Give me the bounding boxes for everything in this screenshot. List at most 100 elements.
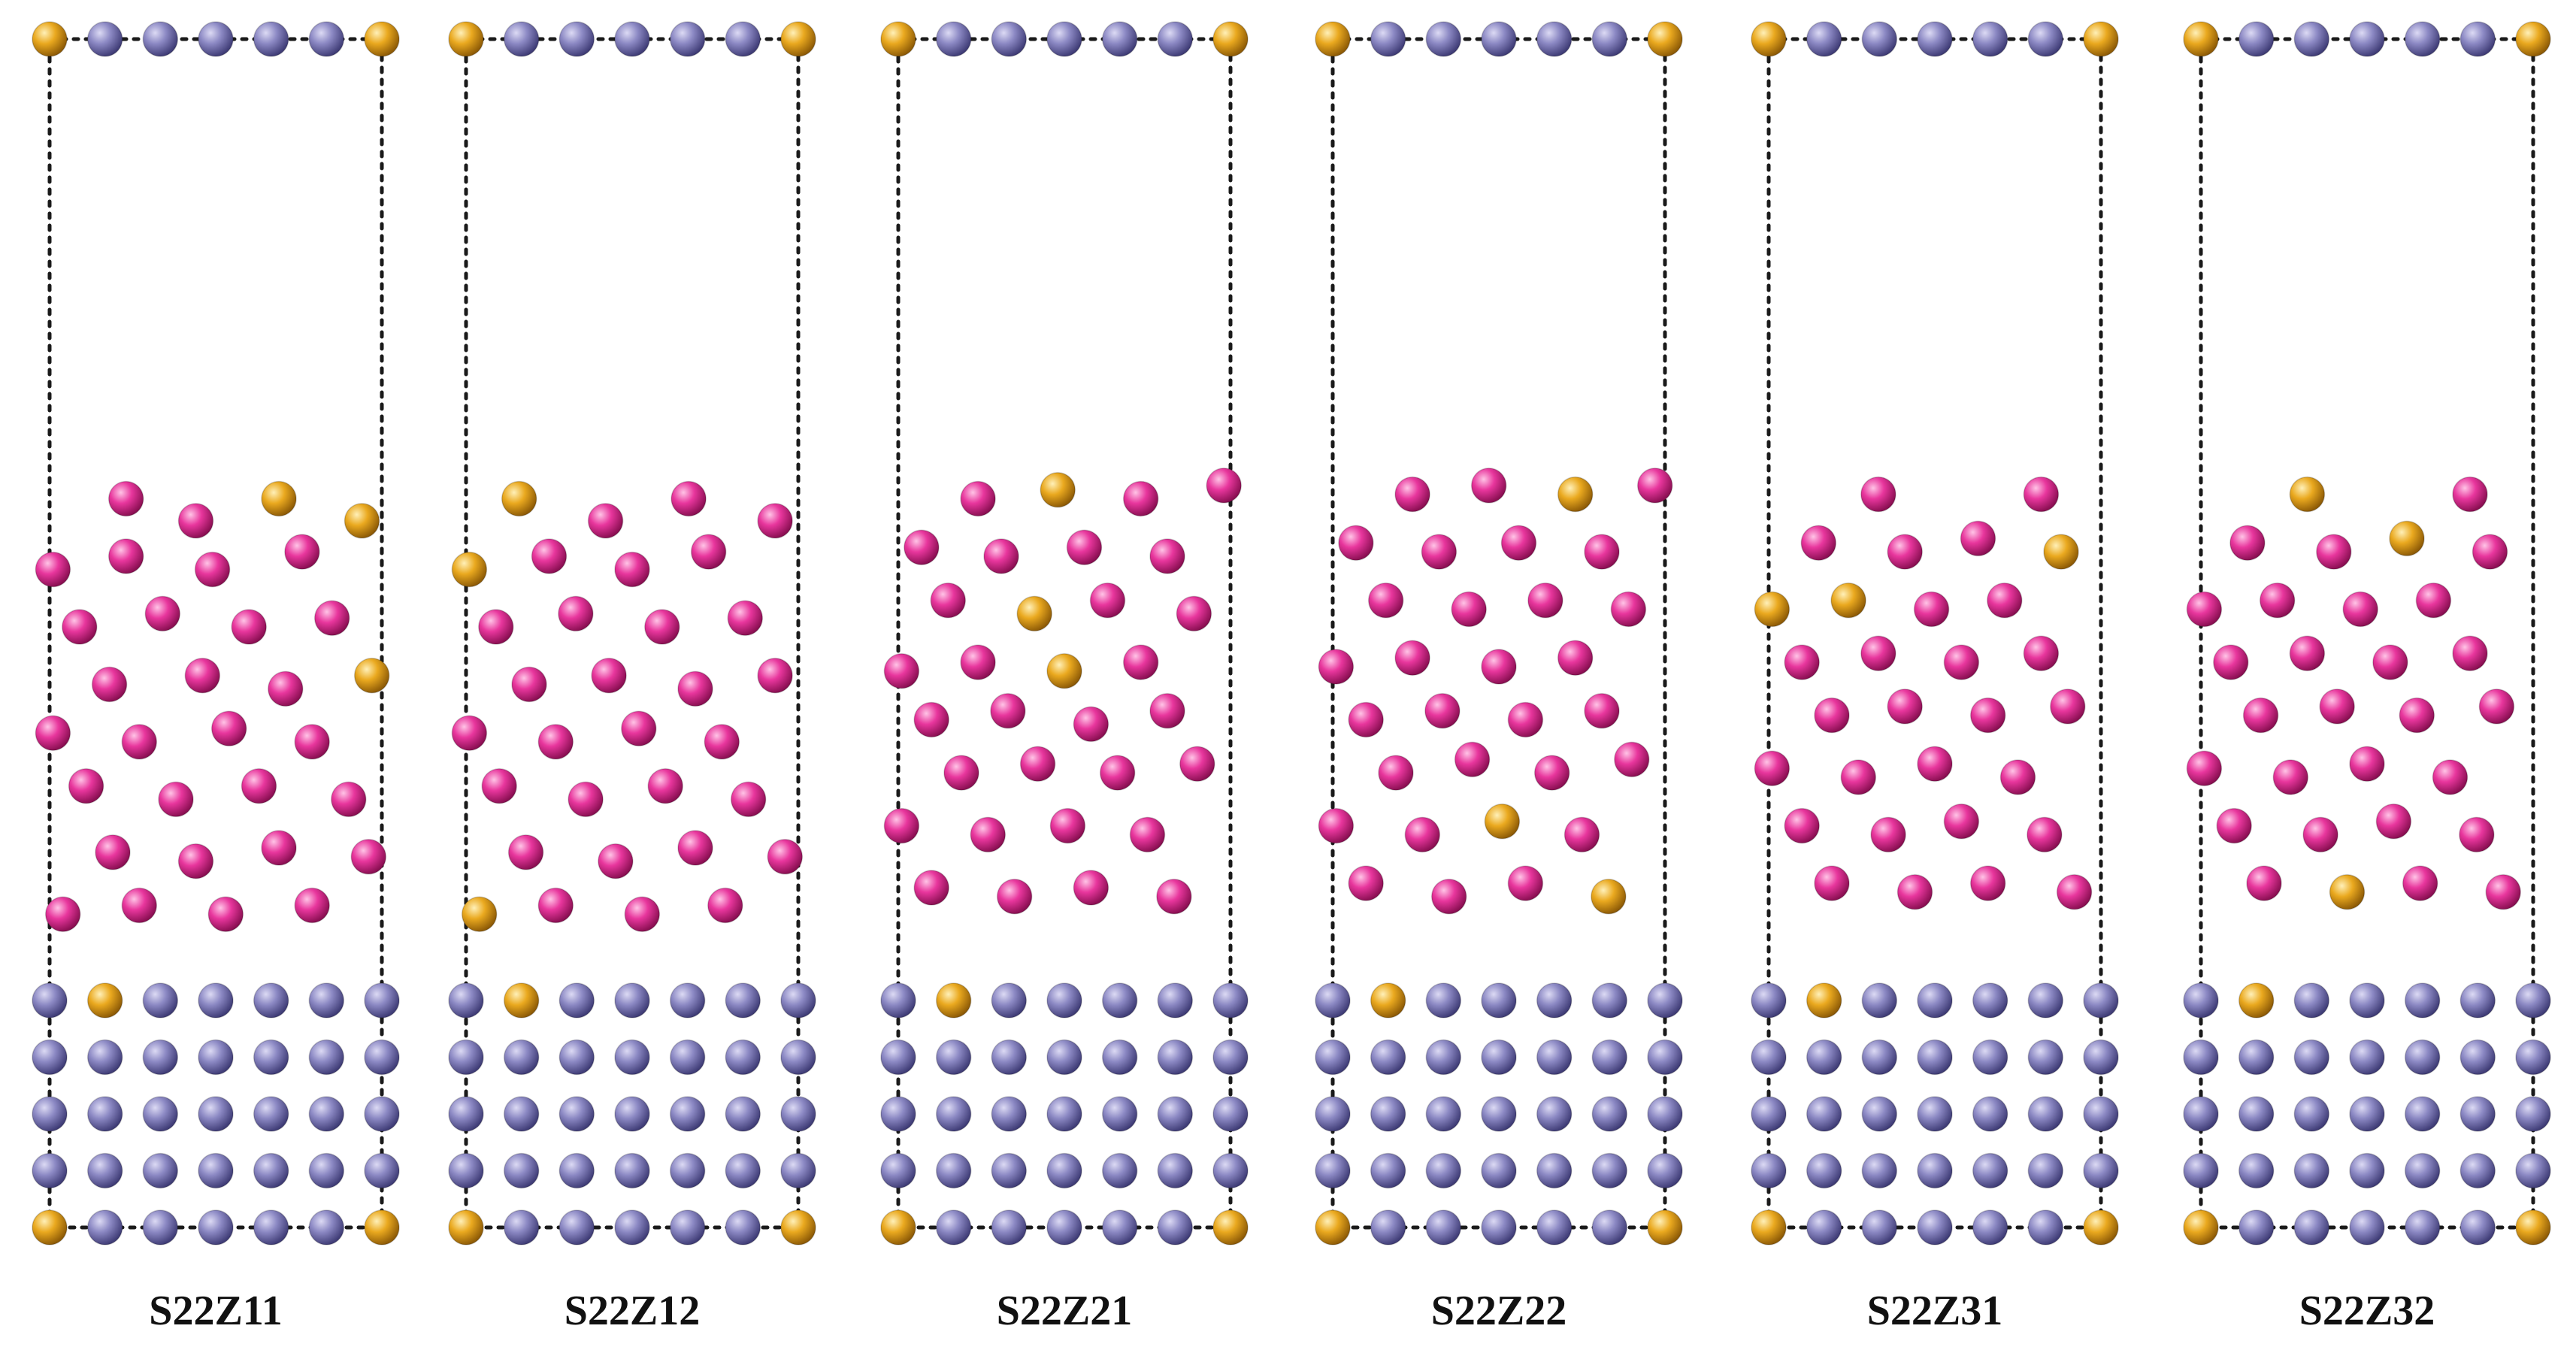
adsorbate-atom [1454,741,1491,778]
adsorbate-atom [231,609,267,645]
adsorbate-atom [2259,583,2296,619]
substrate-atom [503,1096,540,1132]
adsorbate-atom [1089,583,1126,619]
supercell-panel-s22z31: S22Z31 [1751,21,2119,1334]
substrate-atom [1315,1152,1351,1189]
substrate-atom [1101,21,1138,57]
substrate-atom [308,1209,345,1246]
substrate-atom [448,1152,484,1189]
substrate-atom [1536,982,1573,1019]
substrate-atom [2238,1209,2275,1246]
adsorbate-atom [1610,591,1647,628]
dopant-atom [780,1209,816,1246]
substrate-atom [2027,1209,2064,1246]
substrate-atom [1425,1152,1462,1189]
substrate-atom [935,1209,972,1246]
adsorbate-atom [62,609,98,645]
dopant-atom [880,1209,916,1246]
adsorbate-atom [184,657,221,694]
substrate-atom [1972,1096,2008,1132]
substrate-atom [253,1096,289,1132]
substrate-atom [1046,21,1082,57]
adsorbate-atom [558,595,594,632]
adsorbate-atom [2242,697,2279,734]
adsorbate-atom [2302,816,2338,853]
adsorbate-atom [913,701,949,738]
substrate-atom [198,1152,234,1189]
substrate-atom [1806,21,1842,57]
adsorbate-atom [767,839,804,875]
substrate-atom [2083,1096,2119,1132]
substrate-atom [2238,1152,2275,1189]
adsorbate-atom [1206,468,1242,504]
adsorbate-atom [2023,476,2060,513]
adsorbate-atom [1814,865,1850,901]
substrate-atom [780,1039,816,1076]
adsorbate-atom [144,595,181,632]
substrate-atom [1917,1209,1953,1246]
substrate-atom [1157,1209,1194,1246]
substrate-atom [2515,1096,2551,1132]
adsorbate-atom [91,666,128,703]
substrate-atom [725,1096,761,1132]
substrate-atom [1101,1152,1138,1189]
adsorbate-atom [1179,746,1215,782]
substrate-atom [614,1039,650,1076]
adsorbate-atom [1784,644,1820,680]
substrate-atom [253,982,289,1019]
dopant-atom [2515,21,2551,57]
adsorbate-atom [1149,693,1185,729]
substrate-atom [558,21,595,57]
dopant-atom [1212,1209,1249,1246]
substrate-atom [1212,1152,1249,1189]
adsorbate-atom [1614,741,1650,778]
adsorbate-atom [2452,476,2488,513]
dopant-atom [344,503,380,539]
substrate-atom [669,1039,706,1076]
substrate-atom [2459,21,2496,57]
adsorbate-atom [930,583,967,619]
supercell-panel-s22z32: S22Z32 [2183,21,2551,1334]
adsorbate-atom [1887,689,1923,725]
substrate-atom [1751,982,1787,1019]
substrate-atom [725,21,761,57]
substrate-atom [1046,1096,1082,1132]
adsorbate-atom [1099,755,1136,791]
substrate-atom [1157,1152,1194,1189]
substrate-atom [614,982,650,1019]
substrate-atom [2515,982,2551,1019]
adsorbate-atom [95,834,131,870]
adsorbate-atom [624,896,661,932]
substrate-atom [253,1209,289,1246]
substrate-atom [2404,21,2441,57]
substrate-atom [142,1039,179,1076]
substrate-atom [880,1039,916,1076]
substrate-atom [1212,1039,1249,1076]
substrate-atom [725,1152,761,1189]
adsorbate-atom [1122,644,1159,680]
substrate-atom [780,982,816,1019]
adsorbate-atom [1129,816,1166,853]
adsorbate-atom [1430,878,1467,915]
substrate-atom [1315,1039,1351,1076]
substrate-atom [991,1039,1028,1076]
adsorbate-atom [2485,874,2521,910]
adsorbate-atom [707,887,743,924]
adsorbate-atom [1378,755,1414,791]
substrate-atom [2404,1209,2441,1246]
substrate-atom [448,1096,484,1132]
adsorbate-atom [690,534,727,570]
dopant-atom [448,1209,484,1246]
substrate-atom [1157,982,1194,1019]
adsorbate-atom [1563,816,1600,853]
substrate-atom [2083,1152,2119,1189]
substrate-atom [142,1152,179,1189]
substrate-atom [1425,1039,1462,1076]
substrate-atom [991,21,1028,57]
adsorbate-atom [177,843,214,879]
substrate-atom [198,982,234,1019]
adsorbate-atom [158,781,194,818]
substrate-atom [1751,1096,1787,1132]
substrate-atom [669,1152,706,1189]
adsorbate-atom [1870,816,1906,853]
